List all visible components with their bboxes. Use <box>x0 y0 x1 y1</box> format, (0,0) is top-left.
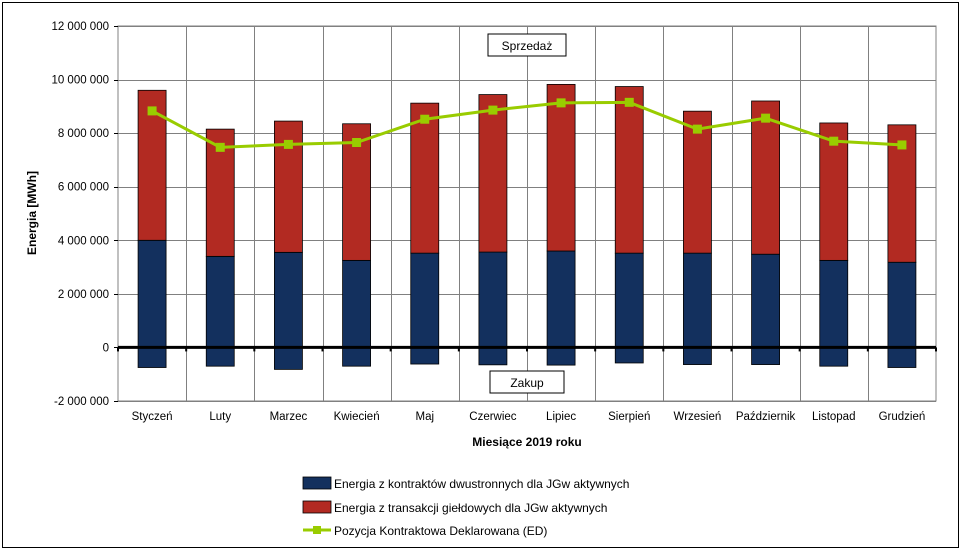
y-tick-label: -2 000 000 <box>54 396 109 408</box>
line-series <box>147 97 907 152</box>
line-ed-marker <box>147 106 157 116</box>
line-ed-marker <box>352 138 362 148</box>
x-tick-label: Wrzesień <box>674 411 722 423</box>
legend-label-0: Energia z kontraktów dwustronnych dla JG… <box>334 477 629 491</box>
bar-kontrakty-negative <box>819 347 849 367</box>
bar-gieldowe <box>410 102 440 254</box>
bar-gieldowe <box>546 83 576 252</box>
x-tick-labels: Styczeń Luty Marzec Kwiecień Maj Czerwiec Lipi… <box>132 411 926 423</box>
bar-kontrakty <box>410 252 440 348</box>
bar-kontrakty-negative <box>887 347 917 368</box>
x-tick-label: Grudzień <box>879 411 926 423</box>
line-ed-marker <box>420 114 430 124</box>
line-ed-marker <box>488 105 498 115</box>
bar-kontrakty <box>205 255 235 348</box>
legend-swatch-0 <box>302 476 332 490</box>
x-tick-label: Lipiec <box>546 411 576 423</box>
legend-marker-2 <box>313 526 321 534</box>
x-tick-label: Luty <box>209 411 231 423</box>
legend-item-2: Pozycja Kontraktowa Deklarowana (ED) <box>303 524 547 538</box>
bar-kontrakty <box>887 261 917 348</box>
bar-gieldowe <box>819 122 849 261</box>
legend-item-0: Energia z kontraktów dwustronnych dla JG… <box>302 476 629 491</box>
x-tick-label: Listopad <box>812 411 855 423</box>
y-axis-title: Energia [MWh] <box>25 171 39 255</box>
legend-label-1: Energia z transakcji giełdowych dla JGw … <box>334 501 607 515</box>
annotation-sprzedaz-box <box>487 33 567 57</box>
bar-gieldowe <box>478 94 508 253</box>
annotation-sprzedaz: Sprzedaż <box>487 33 567 57</box>
annotation-zakup: Zakup <box>489 370 565 394</box>
line-ed-marker <box>283 139 293 149</box>
x-tick-label: Styczeń <box>132 411 173 423</box>
line-ed-marker <box>692 124 702 134</box>
bar-kontrakty <box>683 252 712 348</box>
bars <box>137 83 917 370</box>
x-tick-label: Czerwiec <box>469 411 517 423</box>
x-axis-title: Miesiące 2019 roku <box>472 435 581 449</box>
line-ed-marker <box>556 98 566 108</box>
x-tick-label: Maj <box>415 411 434 423</box>
legend-swatch-1 <box>302 500 332 514</box>
bar-kontrakty-negative <box>410 347 440 365</box>
bar-gieldowe <box>614 86 644 254</box>
bar-gieldowe <box>683 110 712 254</box>
bar-gieldowe <box>751 100 780 255</box>
y-tick-label: 6 000 000 <box>58 182 109 194</box>
bar-kontrakty <box>819 259 849 348</box>
bar-kontrakty <box>751 253 780 348</box>
y-tick-label: 8 000 000 <box>58 128 109 140</box>
annotation-zakup-label: Zakup <box>510 376 544 390</box>
line-ed-marker <box>897 140 907 150</box>
bar-kontrakty <box>546 250 576 348</box>
line-ed-marker <box>829 136 839 146</box>
bar-kontrakty <box>274 251 303 348</box>
legend-item-1: Energia z transakcji giełdowych dla JGw … <box>302 500 607 515</box>
line-ed-marker <box>624 97 634 107</box>
bar-kontrakty-negative <box>614 347 644 364</box>
bar-kontrakty-negative <box>342 347 371 367</box>
line-ed-marker <box>215 142 225 152</box>
legend: Energia z kontraktów dwustronnych dla JG… <box>302 476 629 538</box>
annotation-zakup-box <box>489 370 565 394</box>
bar-kontrakty-negative <box>751 347 780 365</box>
bar-kontrakty-negative <box>478 347 508 366</box>
bar-kontrakty <box>478 251 508 348</box>
line-ed-marker <box>761 113 771 123</box>
bar-kontrakty-negative <box>274 347 303 370</box>
annotation-sprzedaz-label: Sprzedaż <box>502 39 553 53</box>
y-tick-labels: 12 000 000 10 000 000 8 000 000 6 000 000 4 … <box>51 21 109 408</box>
bar-kontrakty <box>137 239 167 348</box>
zero-line-group <box>117 345 937 352</box>
bar-kontrakty-negative <box>683 347 712 365</box>
y-tick-label: 4 000 000 <box>58 235 109 247</box>
x-tick-label: Październik <box>736 411 796 423</box>
y-tick-label: 12 000 000 <box>51 21 109 33</box>
bar-kontrakty-negative <box>205 347 235 367</box>
line-ed <box>151 100 902 149</box>
y-tick-label: 2 000 000 <box>58 289 109 301</box>
bar-kontrakty-negative <box>546 347 576 366</box>
y-tick-label: 0 <box>103 342 109 354</box>
x-tick-label: Sierpień <box>608 411 650 423</box>
bar-kontrakty <box>342 259 371 348</box>
x-tick-label: Kwiecień <box>334 411 380 423</box>
x-tick-label: Marzec <box>270 411 308 423</box>
y-tick-label: 10 000 000 <box>51 75 109 87</box>
bar-kontrakty <box>614 252 644 348</box>
bar-kontrakty-negative <box>137 347 167 368</box>
grid <box>114 25 937 402</box>
legend-label-2: Pozycja Kontraktowa Deklarowana (ED) <box>334 524 547 538</box>
